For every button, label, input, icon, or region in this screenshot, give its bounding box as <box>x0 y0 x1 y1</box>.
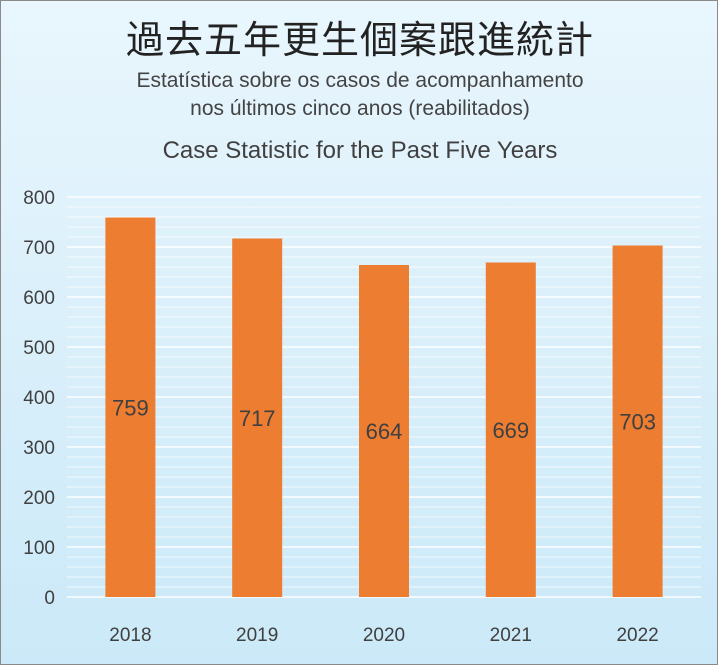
chart-title-portuguese-line1: Estatística sobre os casos de acompanham… <box>136 69 584 92</box>
y-tick-label: 600 <box>23 288 55 309</box>
bar-2020 <box>359 265 409 597</box>
data-label: 669 <box>492 418 529 443</box>
bar-2021 <box>485 262 536 597</box>
data-label: 703 <box>619 409 656 434</box>
chart-title-portuguese-line2: nos últimos cinco anos (reabilitados) <box>190 97 530 120</box>
bar-2022 <box>612 245 663 597</box>
y-tick-label: 0 <box>44 588 55 609</box>
y-tick-label: 300 <box>23 438 55 459</box>
x-tick-label: 2021 <box>490 625 532 646</box>
bar-2019 <box>232 238 283 597</box>
x-tick-label: 2020 <box>363 625 405 646</box>
x-tick-label: 2022 <box>616 625 658 646</box>
y-tick-label: 200 <box>23 488 55 509</box>
chart-title-chinese: 過去五年更生個案跟進統計 <box>125 18 594 62</box>
chart-title-english: Case Statistic for the Past Five Years <box>162 137 558 164</box>
data-label: 717 <box>239 406 276 431</box>
bars <box>105 217 663 597</box>
y-tick-label: 100 <box>23 538 55 559</box>
y-axis-ticks: 0 100 200 300 400 500 600 700 800 <box>23 188 55 609</box>
data-labels: 759 717 664 669 703 <box>112 395 656 444</box>
y-tick-label: 500 <box>23 338 55 359</box>
y-tick-label: 700 <box>23 238 55 259</box>
y-tick-label: 400 <box>23 388 55 409</box>
x-tick-label: 2019 <box>236 625 278 646</box>
x-axis-ticks: 2018 2019 2020 2021 2022 <box>109 625 658 646</box>
x-tick-label: 2018 <box>109 625 151 646</box>
bar-2018 <box>105 217 156 597</box>
y-tick-label: 800 <box>23 188 55 209</box>
data-label: 664 <box>366 419 403 444</box>
data-label: 759 <box>112 395 149 420</box>
